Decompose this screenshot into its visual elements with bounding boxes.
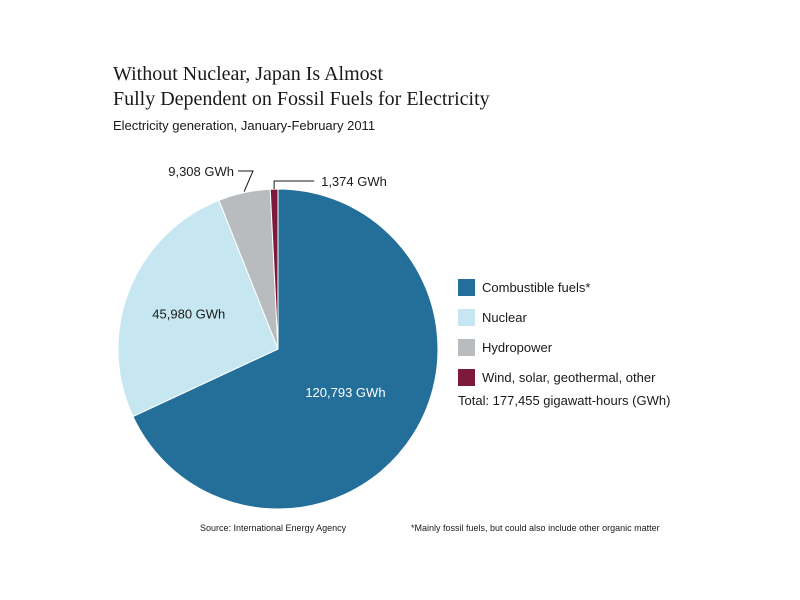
pie-slice-nuclear <box>117 199 279 418</box>
pie-slice-combustible <box>132 188 439 510</box>
footnote: *Mainly fossil fuels, but could also inc… <box>411 523 660 533</box>
chart-title: Without Nuclear, Japan Is Almost Fully D… <box>113 62 490 112</box>
total-text: Total: 177,455 gigawatt-hours (GWh) <box>458 393 671 408</box>
leader-line-other <box>273 180 315 190</box>
legend-item-nuclear: Nuclear <box>458 302 655 332</box>
leader-line-hydropower <box>238 170 254 192</box>
chart-subtitle: Electricity generation, January-February… <box>113 118 376 133</box>
legend-swatch-combustible <box>458 278 475 296</box>
chart-title-line-1: Without Nuclear, Japan Is Almost <box>113 63 384 85</box>
legend-item-hydropower: Hydropower <box>458 332 655 362</box>
data-label-other: 1,374 GWh <box>321 174 387 189</box>
legend-item-other: Wind, solar, geothermal, other <box>458 362 655 392</box>
data-label-nuclear: 45,980 GWh <box>152 307 225 322</box>
chart-title-line-2: Fully Dependent on Fossil Fuels for Elec… <box>113 88 490 110</box>
data-label-hydropower: 9,308 GWh <box>168 164 234 179</box>
legend-swatch-hydropower <box>458 338 475 356</box>
data-label-combustible: 120,793 GWh <box>305 385 385 400</box>
legend-label-nuclear: Nuclear <box>482 309 527 325</box>
legend-item-combustible: Combustible fuels* <box>458 272 655 302</box>
legend-label-hydropower: Hydropower <box>482 339 553 355</box>
source-note: Source: International Energy Agency <box>200 523 347 533</box>
legend-label-other: Wind, solar, geothermal, other <box>482 369 656 385</box>
legend-label-combustible: Combustible fuels* <box>482 279 591 295</box>
legend: Combustible fuels* Nuclear Hydropower Wi… <box>458 272 655 392</box>
legend-swatch-other <box>458 368 475 386</box>
pie-slice-other <box>269 188 279 350</box>
legend-swatch-nuclear <box>458 308 475 326</box>
